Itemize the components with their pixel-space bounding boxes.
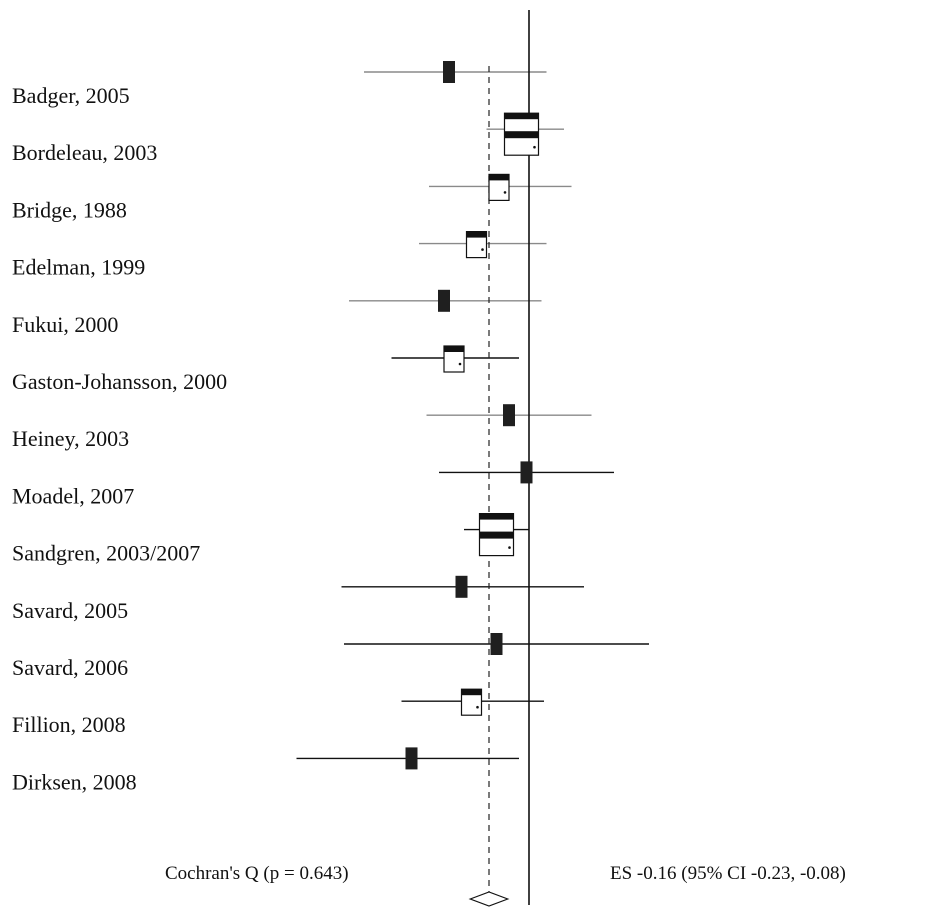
effect-size-hollow-box — [478, 512, 515, 557]
marker-top-band — [489, 174, 509, 181]
study-label: Edelman, 1999 — [12, 255, 145, 280]
effect-size-box — [503, 404, 515, 427]
effect-size-markers — [405, 61, 540, 770]
effect-size-box — [438, 289, 450, 312]
effect-size-box — [520, 461, 533, 484]
heterogeneity-label: Cochran's Q (p = 0.643) — [165, 863, 349, 884]
marker-dot — [458, 362, 462, 366]
marker-dot — [503, 191, 507, 194]
study-label: Fukui, 2000 — [12, 312, 118, 337]
study-label: Moadel, 2007 — [12, 483, 134, 508]
marker-dot — [533, 145, 536, 149]
study-label: Savard, 2006 — [12, 655, 128, 680]
effect-size-box — [490, 633, 503, 655]
marker-top-band — [461, 689, 482, 696]
effect-size-hollow-box — [443, 345, 465, 373]
study-label: Gaston-Johansson, 2000 — [12, 369, 227, 394]
study-label: Badger, 2005 — [12, 83, 130, 108]
marker-dot — [476, 705, 479, 709]
study-label: Savard, 2005 — [12, 598, 128, 623]
effect-size-box — [455, 575, 468, 598]
effect-size-box — [443, 61, 455, 83]
confidence-intervals — [296, 71, 649, 760]
marker-dot — [481, 248, 484, 251]
effect-size-hollow-box — [460, 688, 483, 716]
marker-dot — [508, 546, 511, 549]
marker-top-band — [479, 513, 514, 520]
study-label: Sandgren, 2003/2007 — [12, 541, 200, 566]
study-label: Heiney, 2003 — [12, 426, 129, 451]
effect-size-hollow-box — [503, 112, 540, 156]
effect-size-hollow-box — [465, 231, 488, 259]
summary-effect-label: ES -0.16 (95% CI -0.23, -0.08) — [610, 863, 846, 884]
marker-mid-band — [504, 131, 539, 139]
study-label: Bordeleau, 2003 — [12, 140, 157, 165]
study-labels: Badger, 2005 Bordeleau, 2003 Bridge, 1988 E… — [12, 83, 227, 794]
study-label: Bridge, 1988 — [12, 197, 127, 222]
pooled-effect-diamond — [468, 891, 510, 907]
marker-top-band — [504, 113, 539, 120]
effect-size-box — [405, 747, 418, 770]
marker-top-band — [444, 346, 464, 352]
marker-mid-band — [479, 531, 514, 539]
effect-size-hollow-box — [488, 173, 510, 201]
study-label: Dirksen, 2008 — [12, 769, 137, 794]
study-label: Fillion, 2008 — [12, 712, 126, 737]
marker-top-band — [466, 231, 487, 238]
